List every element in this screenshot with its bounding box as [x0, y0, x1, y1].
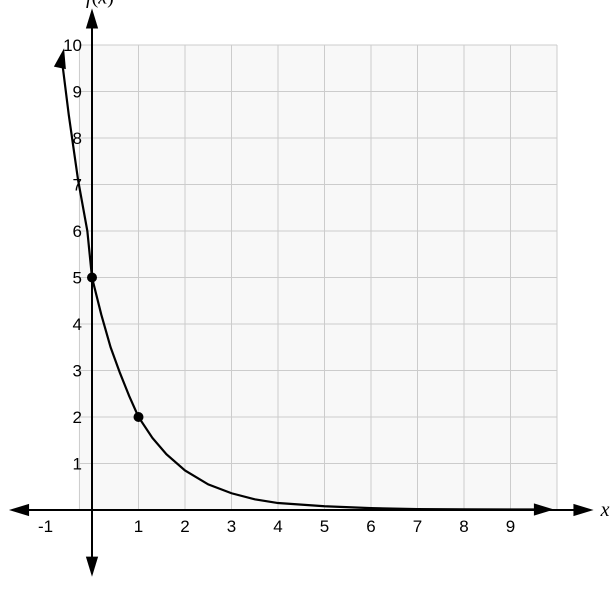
y-axis-label: f(x)	[86, 0, 114, 8]
x-tick-label: 4	[273, 517, 282, 536]
y-tick-label: 10	[63, 36, 82, 55]
y-tick-label: 2	[73, 408, 82, 427]
marked-point	[87, 273, 97, 283]
y-tick-label: 5	[73, 269, 82, 288]
x-tick-label: 1	[134, 517, 143, 536]
y-tick-label: 9	[73, 83, 82, 102]
y-tick-label: 4	[73, 315, 82, 334]
x-tick-label: 7	[413, 517, 422, 536]
y-tick-label: 6	[73, 222, 82, 241]
x-tick-label: 5	[320, 517, 329, 536]
y-tick-label: 1	[73, 455, 82, 474]
x-tick-label: 3	[227, 517, 236, 536]
x-tick-label: 8	[459, 517, 468, 536]
x-tick-label: 2	[180, 517, 189, 536]
y-tick-label: 3	[73, 362, 82, 381]
x-tick-label: -1	[38, 517, 53, 536]
x-tick-label: 6	[366, 517, 375, 536]
marked-point	[134, 412, 144, 422]
x-axis-label: x	[600, 499, 610, 521]
x-tick-label: 9	[506, 517, 515, 536]
exponential-decay-chart: -112345678912345678910xf(x)	[0, 0, 610, 592]
